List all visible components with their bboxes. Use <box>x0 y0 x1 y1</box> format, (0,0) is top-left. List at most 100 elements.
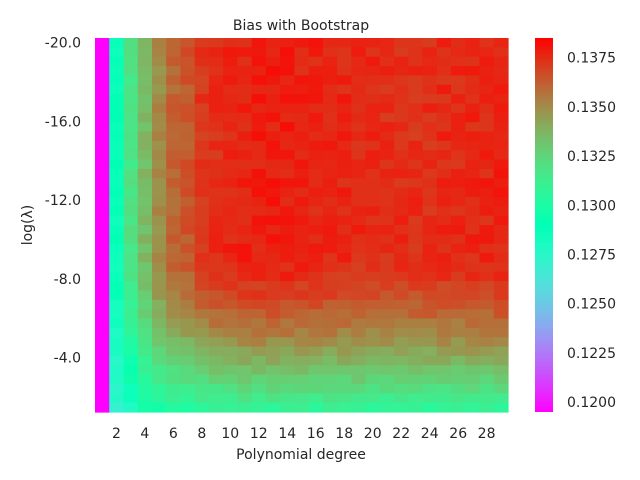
heatmap-cell <box>422 346 438 357</box>
heatmap-cell <box>436 374 452 385</box>
heatmap-cell <box>95 168 110 179</box>
x-axis-label: Polynomial degree <box>236 447 366 463</box>
heatmap-cell <box>479 253 495 263</box>
heatmap-cell <box>451 374 466 385</box>
heatmap-cell <box>308 355 324 366</box>
heatmap-cell <box>223 337 239 348</box>
heatmap-cell <box>166 383 182 394</box>
heatmap-cell <box>166 271 182 282</box>
heatmap-cell <box>436 402 452 413</box>
heatmap-cell <box>394 103 409 114</box>
heatmap-cell <box>194 393 210 404</box>
heatmap-cell <box>95 84 110 95</box>
heatmap-cell <box>166 140 182 151</box>
heatmap-cell <box>365 47 381 58</box>
heatmap-cell <box>194 346 210 357</box>
heatmap-cell <box>180 168 196 179</box>
heatmap-cell <box>422 66 438 76</box>
heatmap-cell <box>237 150 253 161</box>
heatmap-cell <box>308 318 324 329</box>
heatmap-cell <box>251 206 267 217</box>
heatmap-cell <box>379 206 395 217</box>
heatmap-cell <box>365 159 381 170</box>
heatmap-cell <box>479 66 495 76</box>
heatmap-cell <box>123 355 139 366</box>
heatmap-cell <box>322 393 338 404</box>
heatmap-cell <box>280 122 295 133</box>
heatmap-cell <box>237 253 253 263</box>
heatmap-cell <box>451 38 466 48</box>
heatmap-cell <box>308 38 324 48</box>
x-tick-label: 20 <box>364 426 382 442</box>
heatmap-cell <box>408 187 424 198</box>
heatmap-cell <box>180 327 196 338</box>
heatmap-cell <box>194 243 210 254</box>
heatmap-cell <box>479 215 495 226</box>
heatmap-cell <box>322 327 338 338</box>
heatmap-cell <box>365 206 381 217</box>
heatmap-cell <box>194 374 210 385</box>
heatmap-cell <box>394 84 409 95</box>
heatmap-cell <box>265 196 281 207</box>
heatmap-cell <box>337 103 352 114</box>
heatmap-cell <box>208 318 224 329</box>
heatmap-cell <box>436 281 452 292</box>
heatmap-cell <box>465 402 481 413</box>
heatmap-cell <box>451 271 466 282</box>
heatmap-cell <box>109 234 125 245</box>
heatmap-cell <box>451 66 466 76</box>
y-tick-label: -8.0 <box>54 272 81 288</box>
heatmap-cell <box>180 365 196 376</box>
heatmap-cell <box>137 374 153 385</box>
heatmap-cell <box>166 56 182 67</box>
heatmap-cell <box>251 393 267 404</box>
heatmap-cell <box>294 318 310 329</box>
heatmap-cell <box>237 281 253 292</box>
heatmap-cell <box>379 75 395 86</box>
heatmap-cell <box>109 337 125 348</box>
heatmap-cell <box>436 271 452 282</box>
heatmap-cell <box>379 271 395 282</box>
heatmap-cell <box>294 56 310 67</box>
heatmap-cell <box>436 122 452 133</box>
heatmap-cell <box>194 327 210 338</box>
heatmap-cell <box>351 318 367 329</box>
heatmap-cell <box>237 66 253 76</box>
heatmap-cell <box>95 225 110 235</box>
heatmap-cell <box>365 112 381 123</box>
y-axis-label: log(λ) <box>20 205 36 246</box>
heatmap-cell <box>95 66 110 76</box>
heatmap-cell <box>408 309 424 320</box>
heatmap-cell <box>451 234 466 245</box>
heatmap-cell <box>208 56 224 67</box>
heatmap-cell <box>493 383 509 394</box>
heatmap-cell <box>180 309 196 320</box>
heatmap-cell <box>280 196 295 207</box>
heatmap-cell <box>180 187 196 198</box>
heatmap-cell <box>394 271 409 282</box>
heatmap-cell <box>123 187 139 198</box>
heatmap-cell <box>194 75 210 86</box>
heatmap-cell <box>95 271 110 282</box>
heatmap-cell <box>493 309 509 320</box>
heatmap-cell <box>294 94 310 105</box>
heatmap-cell <box>337 318 352 329</box>
heatmap-cell <box>394 178 409 189</box>
heatmap-cell <box>194 66 210 76</box>
heatmap-cell <box>365 365 381 376</box>
heatmap-cell <box>123 75 139 86</box>
heatmap-cell <box>479 383 495 394</box>
heatmap-cell <box>194 206 210 217</box>
heatmap-cell <box>151 112 167 123</box>
heatmap-cell <box>465 66 481 76</box>
heatmap-cell <box>151 122 167 133</box>
heatmap-cell <box>394 150 409 161</box>
heatmap-cell <box>351 47 367 58</box>
heatmap-cell <box>294 150 310 161</box>
heatmap-cell <box>493 131 509 142</box>
heatmap-cell <box>308 178 324 189</box>
heatmap-cell <box>265 299 281 310</box>
heatmap-cell <box>280 393 295 404</box>
heatmap-cell <box>123 47 139 58</box>
heatmap-cell <box>151 346 167 357</box>
